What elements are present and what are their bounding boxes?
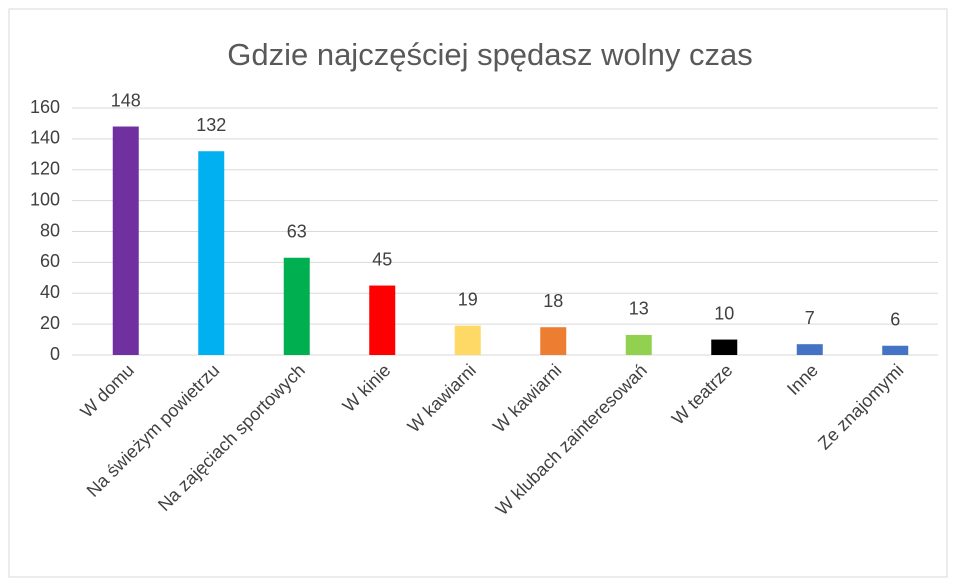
y-tick-label: 40 xyxy=(40,282,60,302)
bar xyxy=(454,325,481,355)
data-label: 10 xyxy=(714,303,734,323)
y-tick-label: 80 xyxy=(40,220,60,240)
data-label: 19 xyxy=(458,289,478,309)
data-label: 148 xyxy=(111,90,141,110)
bar xyxy=(369,285,396,355)
data-label: 132 xyxy=(196,115,226,135)
data-label: 45 xyxy=(372,249,392,269)
y-tick-label: 160 xyxy=(30,97,60,117)
data-label: 18 xyxy=(543,291,563,311)
bar xyxy=(540,327,567,355)
y-tick-label: 60 xyxy=(40,251,60,271)
bar xyxy=(198,151,225,355)
bar xyxy=(711,339,738,355)
y-tick-label: 140 xyxy=(30,128,60,148)
data-label: 13 xyxy=(629,299,649,319)
chart-title: Gdzie najczęściej spędasz wolny czas xyxy=(227,37,753,72)
data-label: 7 xyxy=(805,308,815,328)
data-label: 6 xyxy=(890,309,900,329)
data-label: 63 xyxy=(287,221,307,241)
y-tick-label: 20 xyxy=(40,313,60,333)
bar xyxy=(882,345,909,355)
bar xyxy=(625,334,652,355)
bar xyxy=(112,126,139,356)
y-tick-label: 0 xyxy=(50,344,60,364)
y-tick-label: 100 xyxy=(30,189,60,209)
bar xyxy=(283,257,310,355)
y-tick-label: 120 xyxy=(30,159,60,179)
bar xyxy=(796,344,823,355)
